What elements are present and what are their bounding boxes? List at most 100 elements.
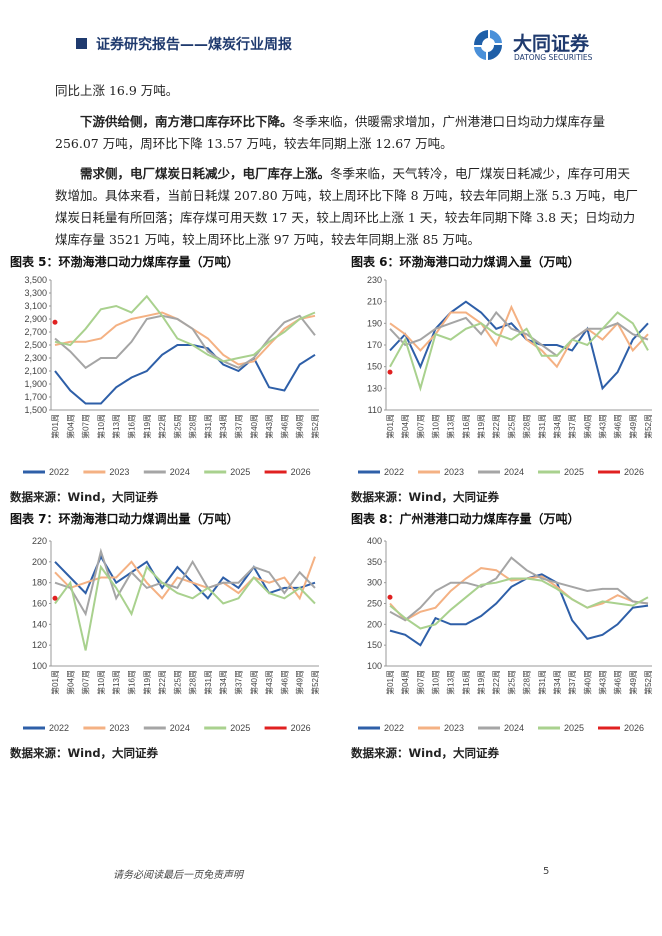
x-tick-label: 第01周 — [50, 670, 60, 695]
y-tick-label: 220 — [32, 536, 47, 546]
x-tick-label: 第43周 — [597, 670, 607, 695]
y-tick-label: 2,700 — [24, 327, 47, 337]
paragraph-text: 冬季来临，供暖需求增加，广州港港口日均动力煤库存量 256.07 万吨，周环比下… — [55, 114, 606, 151]
x-tick-label: 第07周 — [415, 670, 425, 695]
x-tick-label: 第10周 — [96, 414, 106, 439]
legend-label: 2023 — [109, 467, 129, 477]
y-tick-label: 230 — [367, 275, 382, 285]
logo-name: 大同证券 — [513, 33, 590, 55]
y-tick-label: 250 — [367, 599, 382, 609]
logo-sub: DATONG SECURITIES — [514, 53, 593, 62]
x-tick-label: 第10周 — [431, 670, 441, 695]
legend-label: 2022 — [384, 467, 404, 477]
y-tick-label: 2,100 — [24, 366, 47, 376]
x-tick-label: 第43周 — [264, 670, 274, 695]
x-tick-label: 第16周 — [461, 670, 471, 695]
y-tick-label: 1,500 — [24, 405, 47, 415]
legend-label: 2024 — [170, 723, 190, 733]
y-tick-label: 3,100 — [24, 301, 47, 311]
x-tick-label: 第16周 — [126, 670, 136, 695]
y-tick-label: 150 — [367, 640, 382, 650]
header-mark — [76, 38, 87, 49]
y-tick-label: 170 — [367, 340, 382, 350]
x-tick-label: 第04周 — [400, 670, 410, 695]
x-tick-label: 第49周 — [295, 670, 305, 695]
legend-label: 2024 — [504, 723, 524, 733]
legend-label: 2025 — [564, 723, 584, 733]
legend-label: 2026 — [291, 723, 311, 733]
x-tick-label: 第07周 — [81, 414, 91, 439]
legend-label: 2025 — [564, 467, 584, 477]
legend-label: 2023 — [109, 723, 129, 733]
y-tick-label: 150 — [367, 362, 382, 372]
x-tick-label: 第46周 — [613, 414, 623, 439]
x-tick-label: 第49周 — [628, 670, 638, 695]
x-tick-label: 第37周 — [234, 414, 244, 439]
legend-label: 2022 — [49, 723, 69, 733]
x-tick-label: 第34周 — [218, 670, 228, 695]
x-tick-label: 第31周 — [203, 670, 213, 695]
legend-label: 2022 — [49, 467, 69, 477]
data-point — [387, 369, 393, 375]
series-line — [389, 304, 649, 369]
chart: 110 130 150 170 190 210 230 第01周 第04周 第07周 第10周 第13… — [358, 275, 653, 477]
legend-label: 2025 — [230, 467, 250, 477]
x-tick-label: 第34周 — [552, 670, 562, 695]
disclaimer: 请务必阅读最后一页免责声明 — [113, 870, 243, 881]
series-line — [389, 556, 649, 622]
y-tick-label: 400 — [367, 536, 382, 546]
x-tick-label: 第52周 — [643, 670, 653, 695]
x-tick-label: 第13周 — [111, 670, 121, 695]
chart: 100 150 200 250 300 350 400 第01周 第04周 第07周 第10周 第13… — [358, 536, 653, 733]
x-tick-label: 第46周 — [613, 670, 623, 695]
x-tick-label: 第28周 — [522, 670, 532, 695]
legend-label: 2026 — [291, 467, 311, 477]
x-tick-label: 第16周 — [126, 414, 136, 439]
series-line — [389, 567, 649, 622]
x-tick-label: 第16周 — [461, 414, 471, 439]
x-tick-label: 第37周 — [567, 414, 577, 439]
data-point — [52, 595, 58, 601]
y-tick-label: 110 — [368, 405, 382, 415]
x-tick-label: 第49周 — [295, 414, 305, 439]
x-tick-label: 第40周 — [582, 414, 592, 439]
chart: 100 120 140 160 180 200 220 第01周 第04周 第07周 第10周 第13… — [23, 536, 320, 733]
x-tick-label: 第10周 — [431, 414, 441, 439]
x-tick-label: 第43周 — [264, 414, 274, 439]
chart: 1,500 1,700 1,900 2,100 2,300 2,500 2,700 2,900… — [23, 275, 320, 477]
x-tick-label: 第25周 — [506, 670, 516, 695]
x-tick-label: 第22周 — [157, 414, 167, 439]
x-tick-label: 第22周 — [491, 670, 501, 695]
y-tick-label: 2,900 — [24, 314, 47, 324]
y-tick-label: 190 — [367, 318, 382, 328]
x-tick-label: 第13周 — [446, 414, 456, 439]
paragraph-lead: 需求侧，电厂煤炭日耗减少，电厂库存上涨。 — [80, 166, 331, 181]
x-tick-label: 第04周 — [65, 670, 75, 695]
paragraph-lead: 下游供给侧，南方港口库存环比下降。 — [80, 114, 293, 129]
source: 数据来源：Wind，大同证券 — [351, 746, 500, 760]
x-tick-label: 第07周 — [81, 670, 91, 695]
series-line — [54, 314, 316, 370]
header-title: 证券研究报告——煤炭行业周报 — [96, 37, 292, 53]
y-tick-label: 180 — [32, 578, 47, 588]
x-tick-label: 第28周 — [522, 414, 532, 439]
y-tick-label: 120 — [32, 640, 47, 650]
series-line — [54, 564, 316, 651]
chart-title: 图表 7：环渤海港口动力煤调出量（万吨） — [10, 512, 239, 526]
x-tick-label: 第40周 — [249, 670, 259, 695]
paragraph-text: 同比上涨 16.9 万吨。 — [55, 83, 179, 98]
x-tick-label: 第43周 — [597, 414, 607, 439]
x-tick-label: 第52周 — [310, 414, 320, 439]
series-line — [389, 573, 649, 647]
source: 数据来源：Wind，大同证券 — [10, 490, 159, 504]
x-tick-label: 第10周 — [96, 670, 106, 695]
x-tick-label: 第04周 — [65, 414, 75, 439]
y-tick-label: 160 — [32, 599, 47, 609]
x-tick-label: 第01周 — [50, 414, 60, 439]
y-tick-label: 140 — [32, 619, 47, 629]
x-tick-label: 第22周 — [491, 414, 501, 439]
x-tick-label: 第25周 — [172, 414, 182, 439]
x-tick-label: 第19周 — [142, 414, 152, 439]
x-tick-label: 第19周 — [476, 414, 486, 439]
x-tick-label: 第49周 — [628, 414, 638, 439]
